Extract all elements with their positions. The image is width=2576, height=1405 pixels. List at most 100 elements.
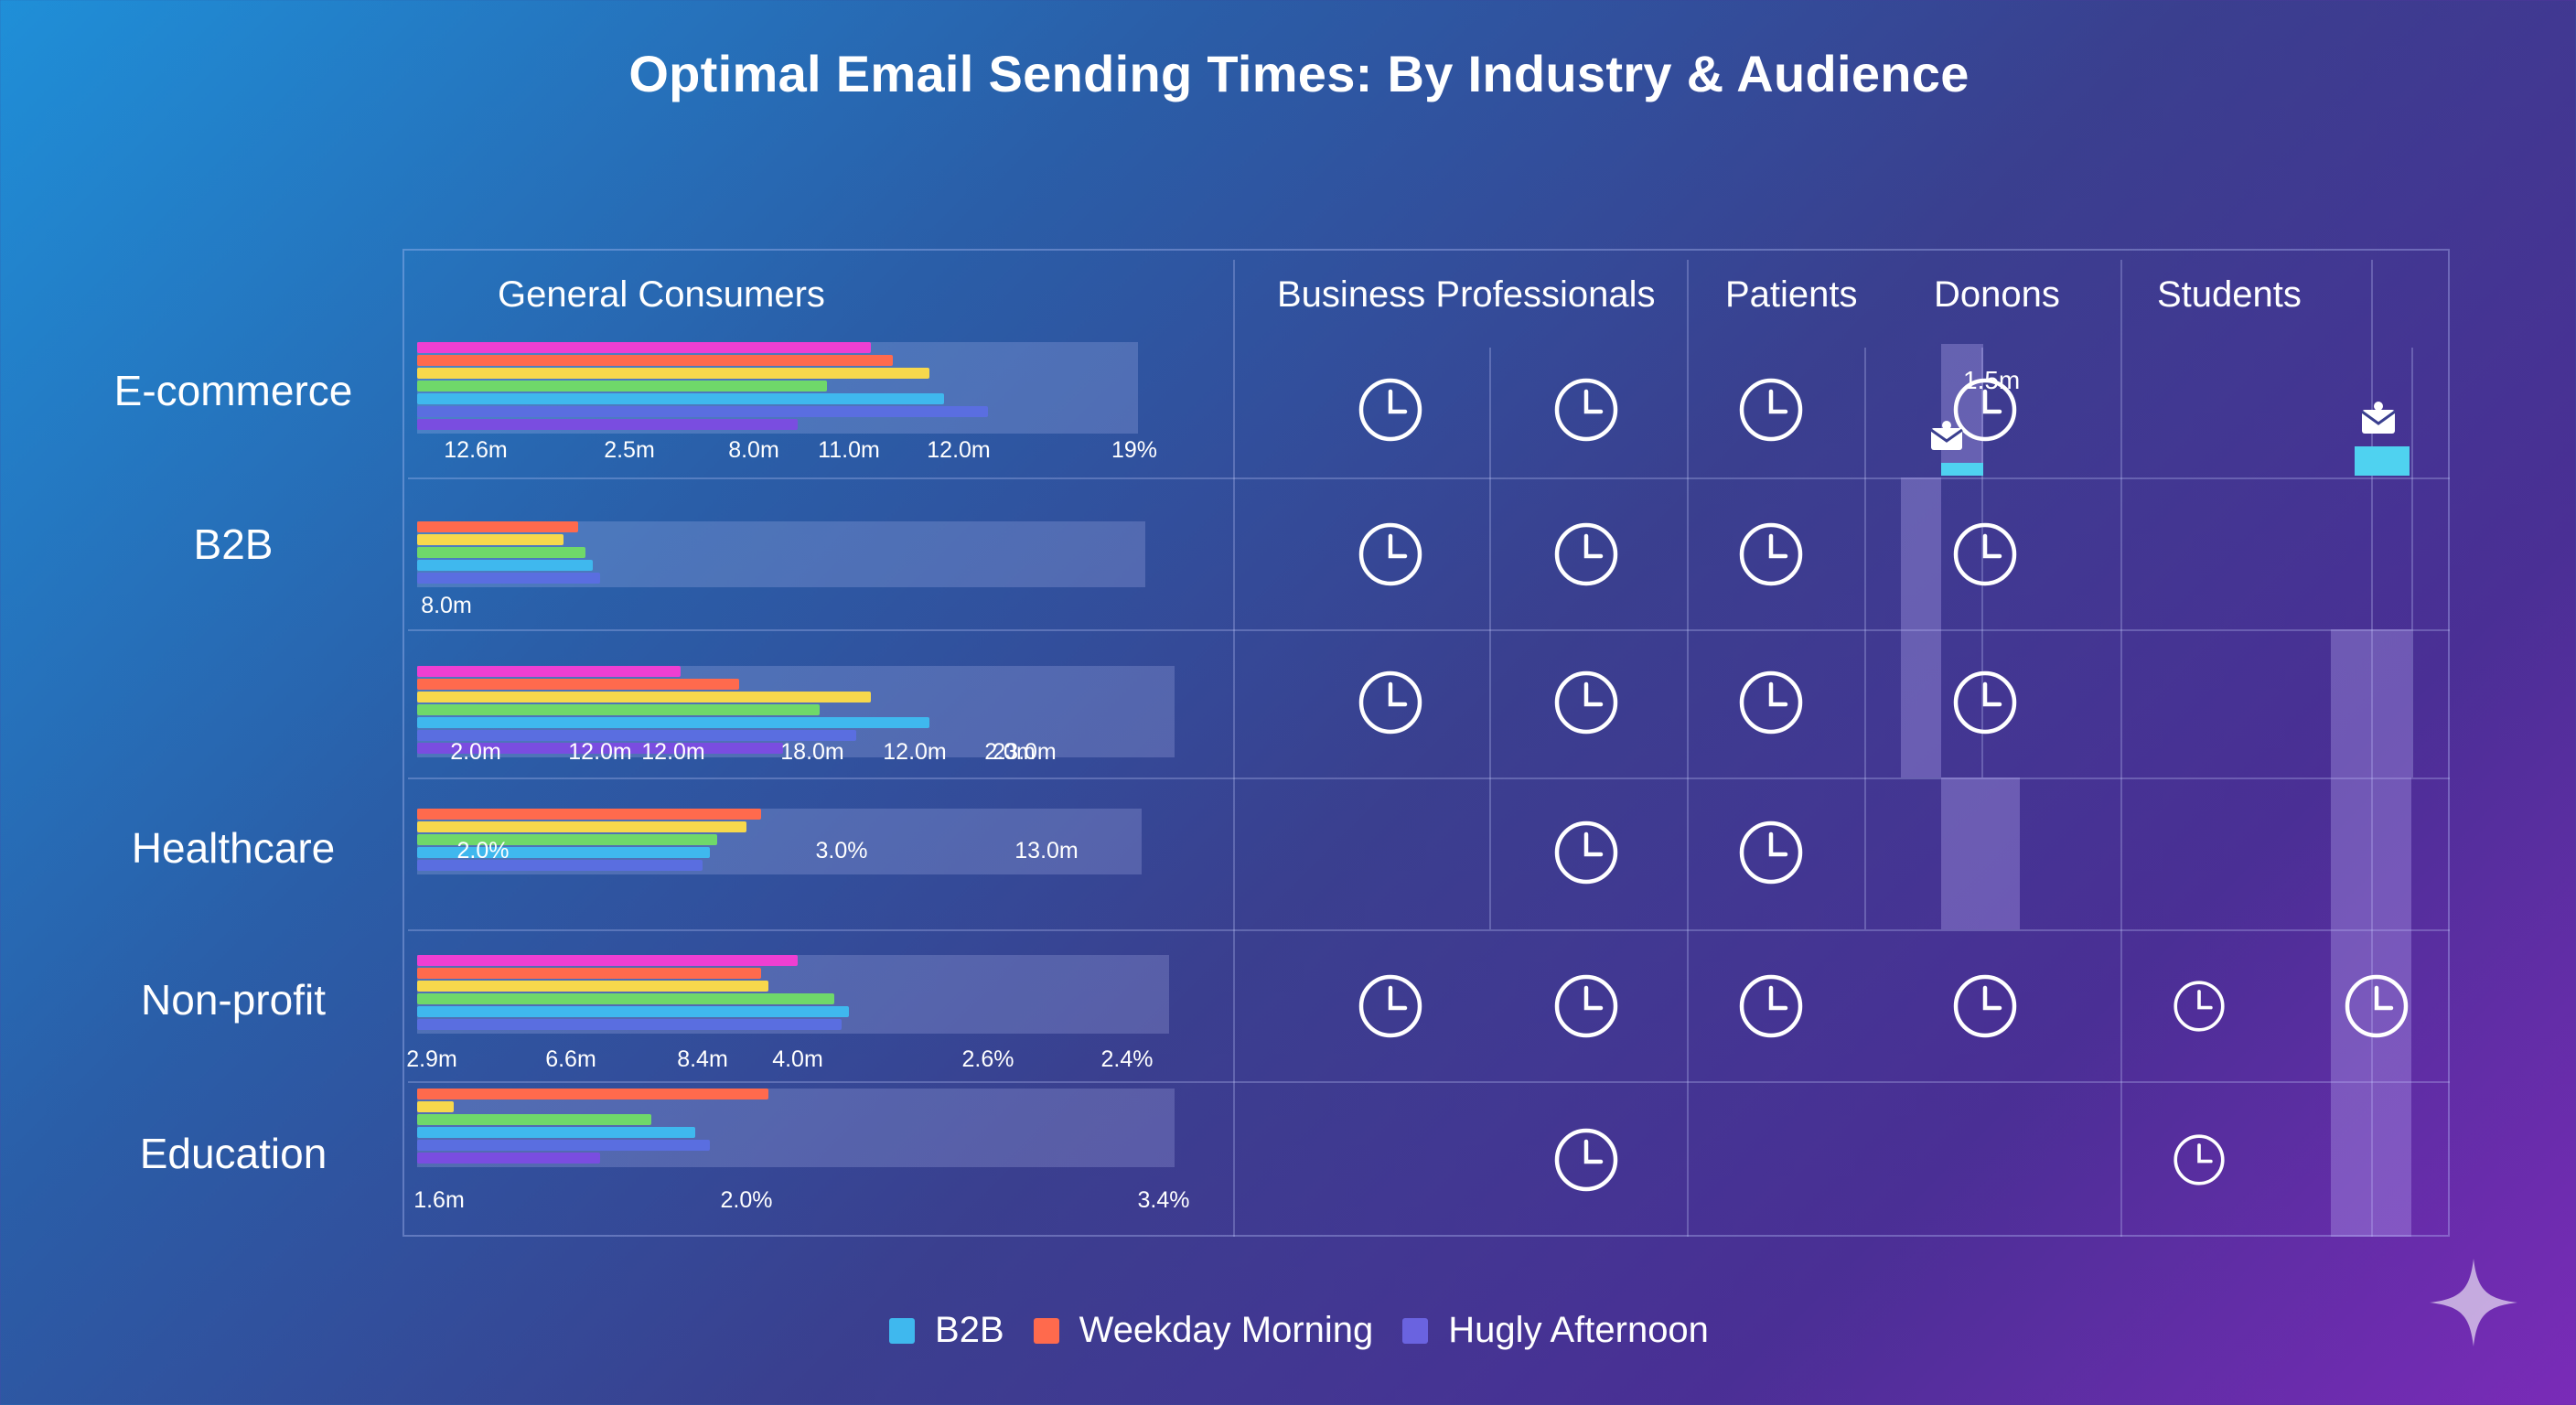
data-label: 2.0m: [450, 739, 501, 765]
data-label: 3.4%: [1137, 1187, 1190, 1213]
data-bar: [417, 381, 827, 391]
data-bar: [417, 547, 585, 558]
data-label: 23.0m: [993, 739, 1057, 765]
grid-column-divider: [1687, 260, 1689, 1237]
column-header-patients: Patients: [1725, 274, 1858, 315]
data-label: 12.0m: [568, 739, 632, 765]
row-label-healthcare: Healthcare: [131, 824, 336, 872]
clock-icon: [1358, 377, 1423, 447]
data-label: 2.0m: [984, 739, 1036, 765]
data-bar: [417, 847, 710, 858]
clock-icon: [1553, 973, 1619, 1044]
donors-marker: [1941, 463, 1983, 476]
clock-icon: [1738, 521, 1804, 592]
data-label: 12.0m: [927, 437, 991, 463]
data-label: 2.0%: [456, 838, 510, 863]
data-label: 13.0m: [1014, 838, 1079, 863]
sparkle-icon: [2428, 1257, 2519, 1353]
clock-icon: [1738, 820, 1804, 890]
envelope-icon: [2358, 399, 2399, 440]
data-bar: [417, 679, 739, 690]
data-bar: [417, 968, 761, 979]
grid-column-divider: [2371, 260, 2373, 1237]
grid-column-divider: [2120, 260, 2122, 1237]
data-bar: [417, 521, 578, 532]
data-label: 6.6m: [545, 1046, 596, 1072]
data-bar: [417, 692, 871, 702]
data-bar: [417, 717, 929, 728]
grid-column-divider: [1489, 348, 1491, 929]
data-bar: [417, 406, 988, 417]
clock-icon: [1738, 377, 1804, 447]
data-bar: [417, 981, 768, 992]
clock-icon: [1738, 670, 1804, 740]
data-bar: [417, 573, 600, 584]
envelope-icon: [1928, 419, 1965, 456]
grid-column-divider: [1981, 348, 1983, 778]
clock-icon: [1358, 670, 1423, 740]
clock-icon: [2173, 1133, 2226, 1191]
clock-icon: [1358, 973, 1423, 1044]
column-header-general-consumers: General Consumers: [498, 274, 825, 315]
grid-row-divider: [408, 477, 2450, 479]
data-bar: [417, 534, 564, 545]
data-bar: [417, 955, 798, 966]
data-label: 3.0%: [815, 838, 868, 863]
data-bar: [417, 1140, 710, 1151]
data-bar: [417, 355, 893, 366]
data-label: 2.6%: [961, 1046, 1014, 1072]
data-label: 18.0m: [780, 739, 844, 765]
data-bar: [417, 1089, 768, 1099]
legend-swatch: [1402, 1317, 1429, 1344]
data-bar: [417, 704, 820, 715]
data-bar: [417, 393, 944, 404]
legend-item-hugly-afternoon: Hugly Afternoon: [1402, 1310, 1709, 1351]
students-marker: [2355, 446, 2410, 476]
data-bar: [417, 419, 798, 430]
column-highlight: [1941, 778, 2020, 929]
clock-icon: [1358, 521, 1423, 592]
donors-value-label: 1.5m: [1963, 366, 2021, 394]
data-bar: [417, 560, 593, 571]
grid-row-divider: [408, 929, 2450, 931]
row-label-e-commerce: E-commerce: [113, 367, 353, 414]
column-header-students: Students: [2157, 274, 2302, 315]
data-label: 11.0m: [818, 437, 880, 463]
grid-row-divider: [408, 1081, 2450, 1083]
clock-icon: [2344, 973, 2410, 1044]
data-bar: [417, 368, 929, 379]
legend-swatch: [889, 1317, 916, 1344]
legend-item-b2b: B2B: [889, 1310, 1004, 1351]
clock-icon: [1952, 377, 2018, 447]
row-label-non-profit: Non-profit: [141, 976, 326, 1024]
data-label: 12.6m: [444, 437, 508, 463]
clock-icon: [1952, 521, 2018, 592]
clock-icon: [1738, 973, 1804, 1044]
data-bar: [417, 743, 783, 754]
data-label: 8.4m: [677, 1046, 728, 1072]
clock-icon: [2173, 980, 2226, 1037]
data-bar: [417, 342, 871, 353]
grid-column-divider: [1864, 348, 1866, 929]
legend-item-weekday-morning: Weekday Morning: [1033, 1310, 1374, 1351]
column-highlight: [1901, 477, 1941, 778]
data-label: 2.0%: [720, 1187, 773, 1213]
clock-icon: [1553, 670, 1619, 740]
row-label-education: Education: [139, 1130, 327, 1177]
data-label: 2.5m: [604, 437, 655, 463]
data-label: 12.0m: [883, 739, 947, 765]
grid-column-divider: [2411, 348, 2413, 778]
data-bar: [417, 666, 681, 677]
legend-swatch: [1033, 1317, 1059, 1344]
data-bar: [417, 1006, 849, 1017]
row-label-b2b: B2B: [193, 520, 274, 568]
data-bar: [417, 1101, 454, 1112]
legend-label: Weekday Morning: [1079, 1310, 1374, 1350]
data-label: 8.0m: [728, 437, 779, 463]
clock-icon: [1553, 521, 1619, 592]
column-header-donons: Donons: [1934, 274, 2060, 315]
data-label: 2.4%: [1100, 1046, 1154, 1072]
data-label: 8.0m: [421, 593, 472, 618]
grid-row-divider: [408, 778, 2450, 779]
data-label: 2.9m: [406, 1046, 457, 1072]
